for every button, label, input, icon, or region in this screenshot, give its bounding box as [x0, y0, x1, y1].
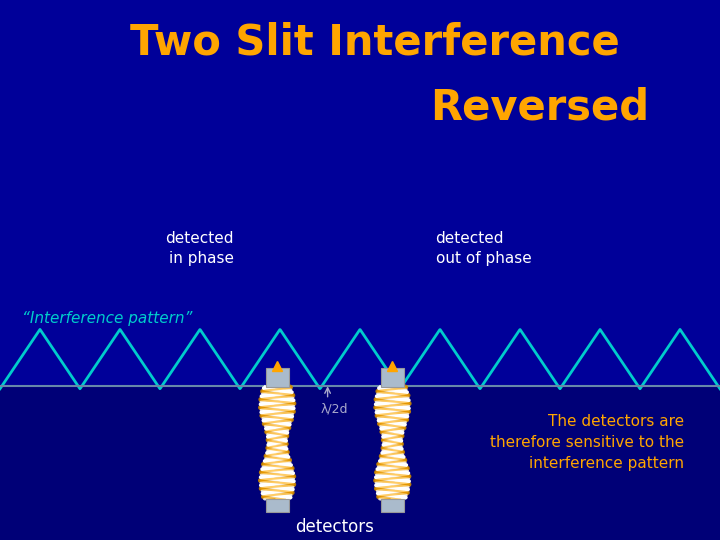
Text: λ/2d: λ/2d — [320, 402, 348, 415]
Text: detected
out of phase: detected out of phase — [436, 231, 531, 266]
Text: detectors: detectors — [295, 517, 374, 536]
FancyBboxPatch shape — [0, 386, 720, 540]
FancyBboxPatch shape — [381, 368, 404, 387]
FancyBboxPatch shape — [381, 499, 404, 512]
FancyBboxPatch shape — [266, 368, 289, 387]
Text: Two Slit Interference: Two Slit Interference — [130, 22, 619, 64]
Text: detected
in phase: detected in phase — [166, 231, 234, 266]
Text: “Interference pattern”: “Interference pattern” — [22, 311, 192, 326]
Text: The detectors are
therefore sensitive to the
interference pattern: The detectors are therefore sensitive to… — [490, 414, 684, 471]
Text: Reversed: Reversed — [431, 86, 649, 129]
FancyBboxPatch shape — [266, 499, 289, 512]
